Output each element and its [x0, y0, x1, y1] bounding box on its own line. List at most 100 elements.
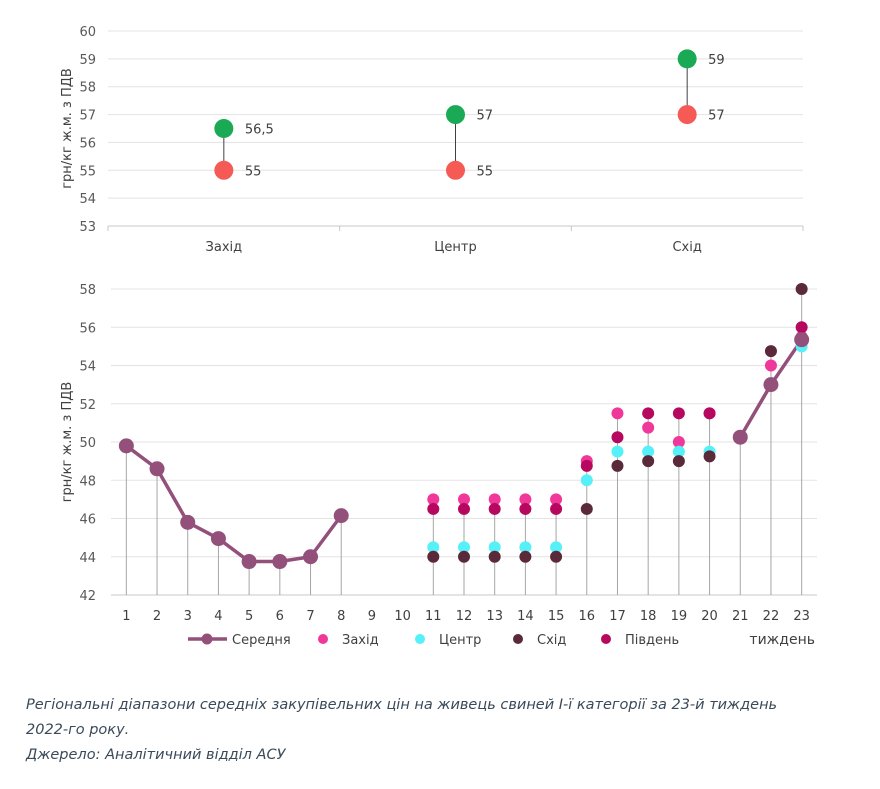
legend-label: Схід: [537, 633, 566, 648]
point-Захід: [488, 493, 501, 506]
average-point: [333, 508, 349, 524]
x-tick-label: 21: [732, 609, 749, 624]
point-Центр: [427, 541, 440, 554]
y-axis-title: грн/кг ж.м. з ПДВ: [60, 68, 75, 189]
regional-range-chart: 53 54 55 56 57 58 59 60 Захід Центр Схід грн/кг ж.м…: [60, 25, 804, 255]
y-tick-label: 56: [79, 321, 96, 336]
point-Схід: [611, 459, 624, 472]
x-tick-label: 7: [306, 609, 314, 624]
point-Схід: [672, 455, 685, 468]
point-Центр: [488, 541, 501, 554]
average-point: [241, 554, 257, 570]
point-Схід: [580, 502, 593, 515]
point-Захід: [519, 493, 532, 506]
point-Південь: [519, 502, 532, 515]
caption-line-3: Джерело: Аналітичний відділ АСУ: [26, 747, 286, 763]
point-Схід: [427, 550, 440, 563]
x-tick-label: 8: [337, 609, 345, 624]
x-tick-label: 5: [245, 609, 253, 624]
point-Захід: [550, 493, 563, 506]
y-tick-label: 46: [79, 513, 96, 528]
point-Захід: [642, 421, 655, 434]
average-point: [180, 514, 196, 530]
x-tick-label: 22: [763, 609, 780, 624]
point-Центр: [580, 474, 593, 487]
x-tick-label: 2: [153, 609, 161, 624]
average-point: [149, 461, 165, 477]
x-tick-label: 14: [517, 609, 534, 624]
point-Схід: [764, 345, 777, 358]
average-point: [272, 554, 288, 570]
average-point: [763, 377, 779, 393]
x-category-label: Центр: [434, 240, 476, 255]
x-tick-label: 4: [214, 609, 222, 624]
point-Центр: [519, 541, 532, 554]
x-axis-title: тиждень: [749, 632, 815, 648]
point-Південь: [795, 321, 808, 334]
x-tick-label: 20: [701, 609, 718, 624]
point-Південь: [703, 407, 716, 420]
legend-marker: [201, 633, 213, 645]
point-Захід: [427, 493, 440, 506]
point-Схід: [488, 550, 501, 563]
point-Захід: [672, 436, 685, 448]
point-Схід: [703, 450, 716, 463]
point-Південь: [458, 502, 470, 515]
max-point: [214, 119, 234, 138]
point-Центр: [550, 541, 563, 554]
max-data-label: 56,5: [245, 123, 274, 138]
x-tick-label: 23: [793, 609, 810, 624]
y-tick-label: 58: [79, 283, 96, 298]
min-point: [214, 160, 234, 180]
point-Захід: [458, 493, 470, 506]
x-tick-label: 6: [276, 609, 284, 624]
average-point: [118, 438, 134, 454]
y-tick-label: 42: [79, 589, 96, 604]
figure-caption: Регіональні діапазони середніх закупівел…: [26, 693, 866, 768]
point-Південь: [550, 502, 563, 515]
point-Схід: [550, 550, 563, 563]
average-point: [732, 429, 748, 445]
max-data-label: 59: [708, 53, 725, 68]
point-Південь: [611, 431, 624, 444]
legend-marker: [513, 634, 523, 644]
min-data-label: 55: [477, 164, 494, 179]
max-point: [677, 49, 697, 69]
point-Південь: [642, 407, 655, 420]
legend-marker: [415, 634, 425, 644]
min-data-label: 57: [708, 109, 725, 124]
x-tick-label: 18: [640, 609, 657, 624]
point-Центр: [672, 445, 685, 458]
min-point: [677, 105, 697, 125]
legend-label: Захід: [342, 633, 379, 648]
x-tick-label: 12: [456, 609, 473, 624]
max-data-label: 57: [477, 109, 494, 124]
caption-line-1: Регіональні діапазони середніх закупівел…: [26, 697, 778, 713]
point-Центр: [458, 541, 470, 554]
x-category-label: Схід: [672, 240, 701, 255]
x-tick-label: 15: [548, 609, 565, 624]
x-tick-label: 10: [394, 609, 411, 624]
max-point: [446, 105, 465, 125]
y-tick-label: 60: [79, 25, 96, 40]
point-Схід: [642, 455, 655, 468]
y-tick-label: 55: [79, 164, 96, 179]
x-tick-label: 1: [122, 609, 130, 624]
x-tick-label: 9: [368, 609, 376, 624]
caption-line-2: 2022-го року.: [26, 722, 130, 738]
y-tick-label: 50: [79, 436, 96, 451]
x-tick-label: 19: [671, 609, 688, 624]
min-point: [446, 160, 465, 180]
legend: Середня Захід Центр Схід Південь: [188, 633, 679, 648]
average-point: [303, 549, 319, 565]
legend-label: Середня: [232, 633, 291, 648]
y-tick-label: 48: [79, 474, 96, 489]
legend-label: Центр: [439, 633, 481, 648]
y-tick-label: 54: [79, 360, 96, 375]
legend-marker: [318, 634, 328, 644]
point-Південь: [580, 459, 593, 472]
point-Центр: [611, 445, 624, 458]
x-tick-label: 17: [609, 609, 626, 624]
y-tick-label: 56: [79, 136, 96, 151]
